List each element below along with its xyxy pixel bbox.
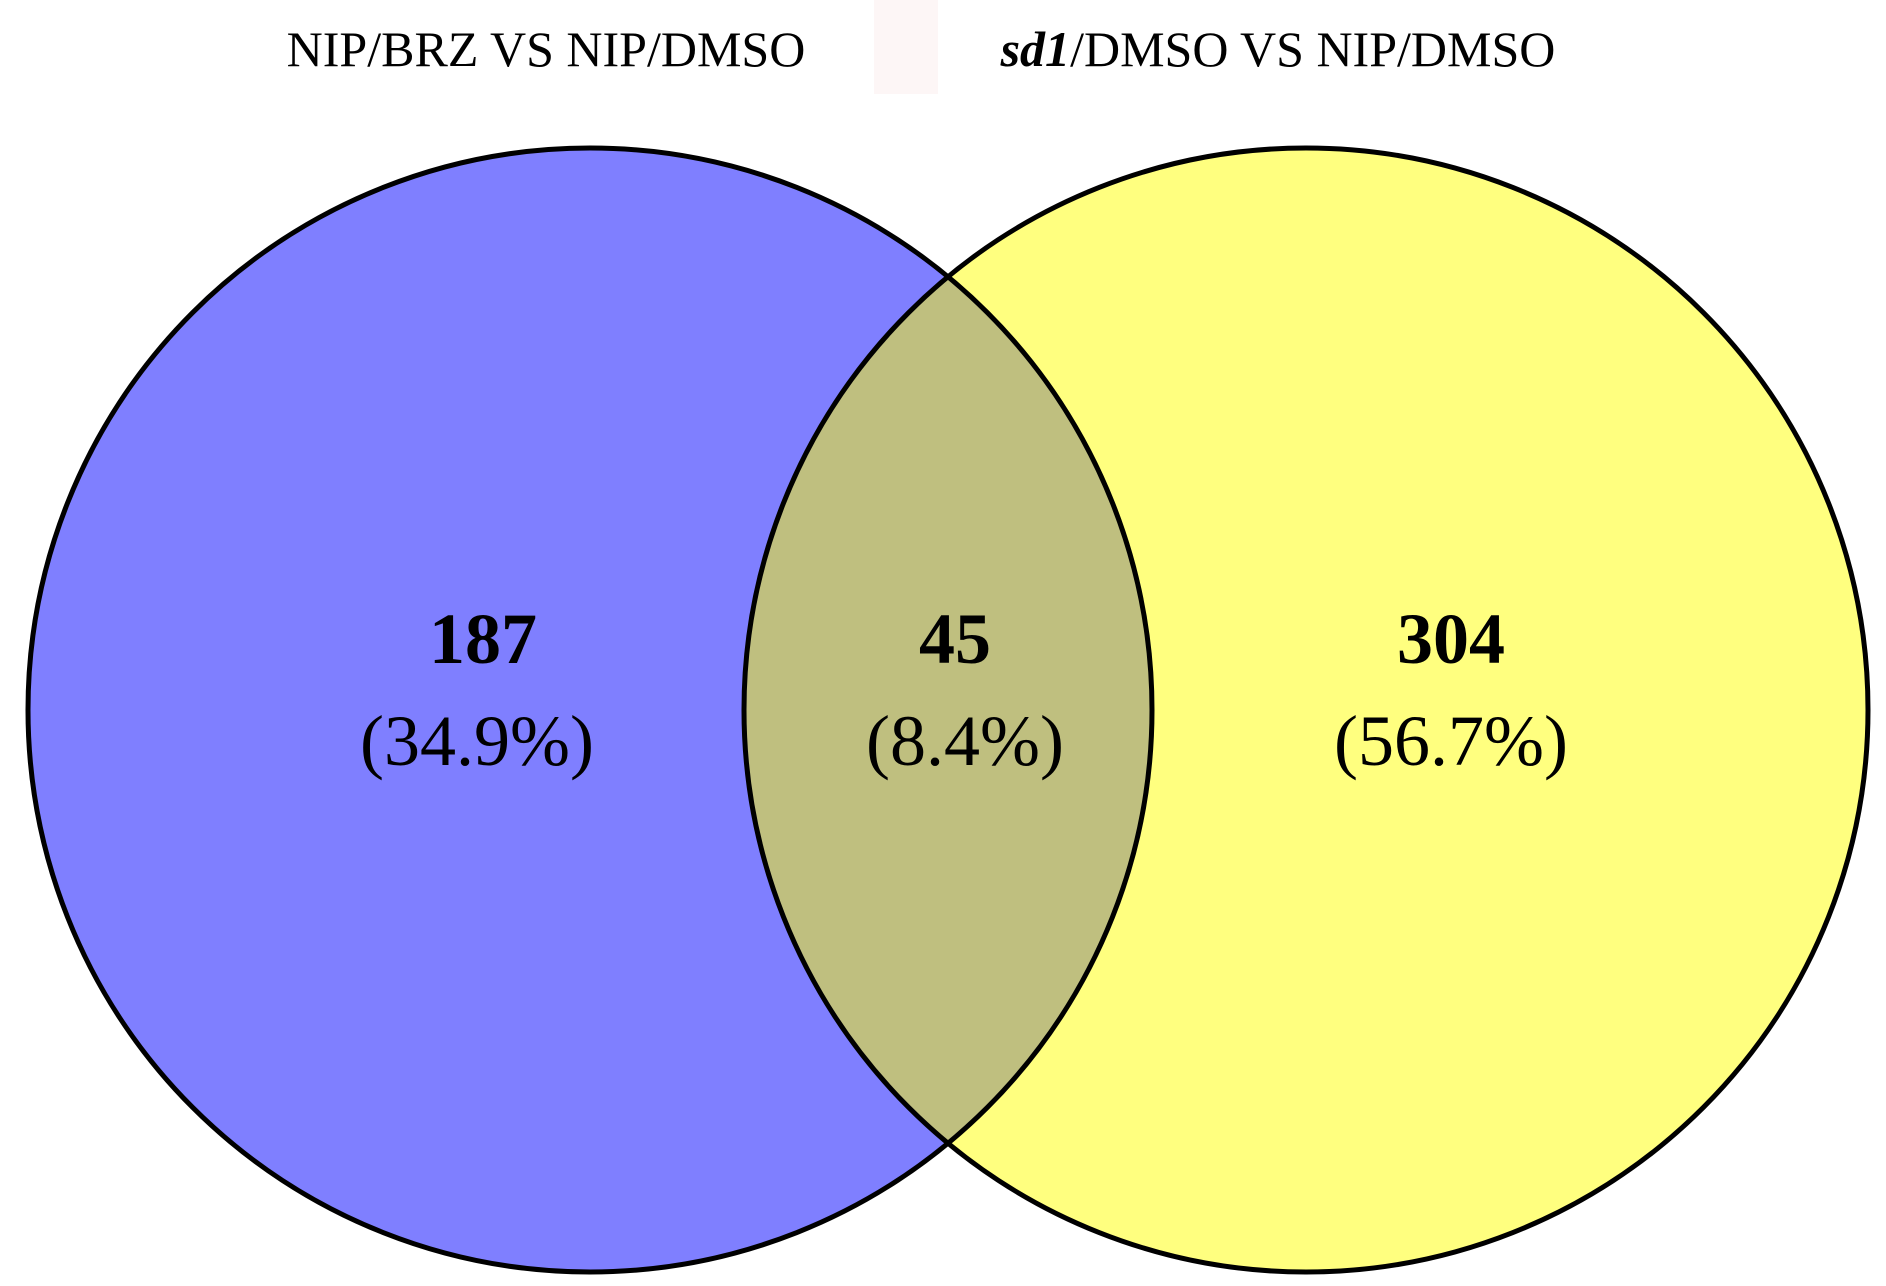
- background-artifact: [874, 0, 938, 94]
- left-only-percent: (34.9%): [360, 701, 594, 781]
- left-only-count: 187: [429, 599, 537, 679]
- set-outline-left: [25, 145, 1155, 1275]
- set-title-right-italic: sd1: [1000, 21, 1070, 77]
- set-title-left: NIP/BRZ VS NIP/DMSO: [287, 21, 806, 77]
- set-outline-right: [741, 145, 1871, 1275]
- set-overlap-region: [744, 148, 1152, 1272]
- intersection-percent: (8.4%): [866, 701, 1064, 781]
- right-only-count: 304: [1397, 599, 1505, 679]
- set-title-right: sd1/DMSO VS NIP/DMSO: [1000, 21, 1556, 77]
- intersection-count: 45: [919, 599, 991, 679]
- right-only-percent: (56.7%): [1334, 701, 1568, 781]
- set-title-left-text: NIP/BRZ VS NIP/DMSO: [287, 21, 806, 77]
- set-title-right-text: /DMSO VS NIP/DMSO: [1070, 21, 1555, 77]
